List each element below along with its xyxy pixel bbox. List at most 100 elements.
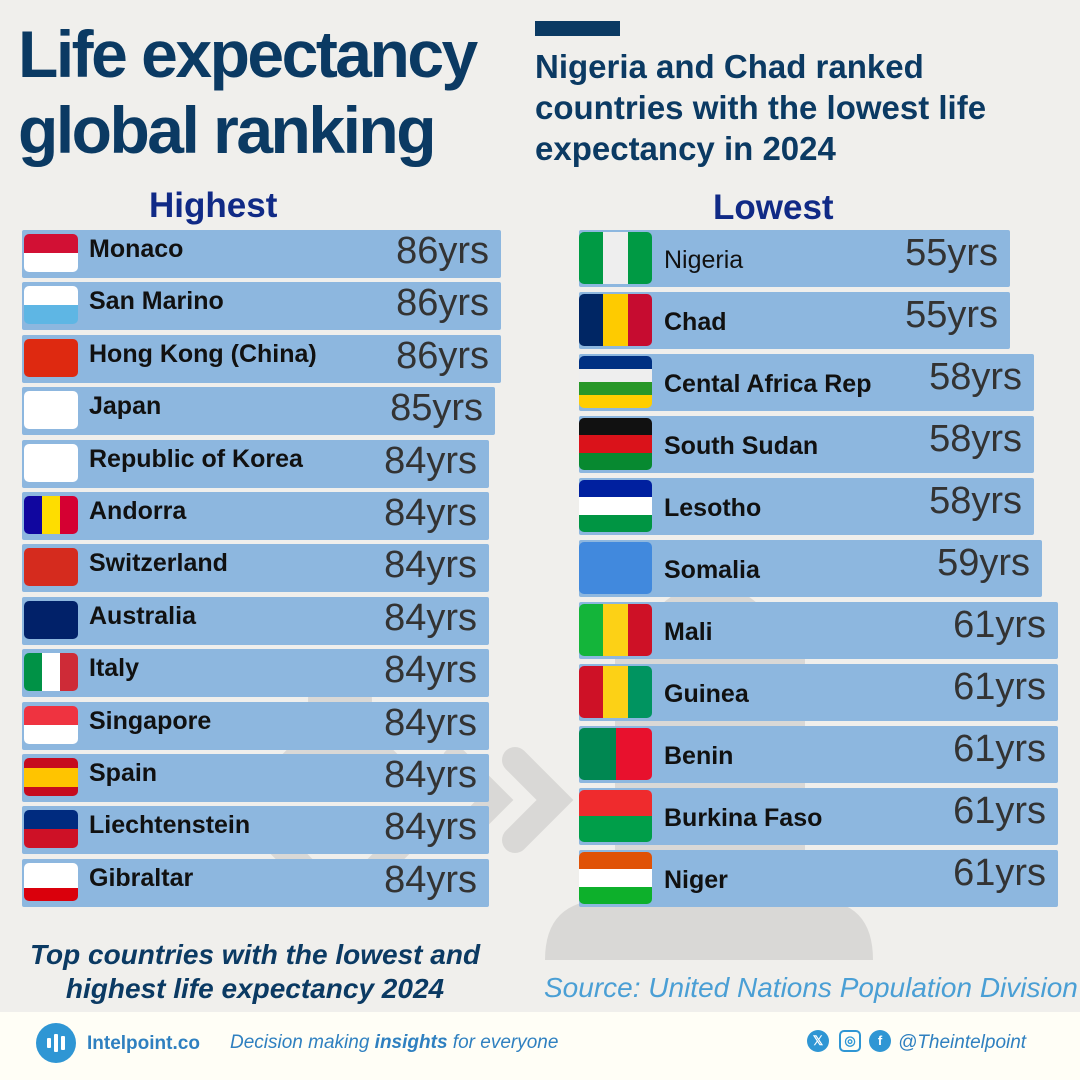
value-label: 58yrs [929, 480, 1022, 522]
accent-bar [535, 21, 620, 36]
flag-icon [579, 728, 652, 780]
value-label: 84yrs [384, 544, 477, 587]
bar [22, 754, 489, 802]
value-label: 61yrs [953, 666, 1046, 708]
instagram-icon[interactable]: ◎ [839, 1030, 861, 1052]
tagline-pre: Decision making [230, 1032, 375, 1053]
flag-icon [24, 338, 78, 377]
country-label: Chad [664, 308, 727, 336]
value-label: 85yrs [390, 387, 483, 430]
source: Source: United Nations Population Divisi… [544, 972, 1078, 1003]
bar [22, 439, 489, 488]
value-label: 86yrs [396, 334, 489, 377]
flag-icon [579, 480, 652, 532]
flag-icon [24, 705, 78, 744]
country-label: Spain [89, 759, 158, 787]
country-label: South Sudan [664, 432, 819, 460]
flag-icon [24, 443, 78, 482]
value-label: 86yrs [396, 282, 489, 325]
flag-icon [24, 286, 78, 325]
country-label: Republic of Korea [89, 444, 303, 473]
value-label: 84yrs [384, 649, 477, 692]
country-label: Australia [89, 601, 196, 630]
bar [22, 492, 489, 540]
flag-icon [24, 496, 78, 534]
bar [22, 596, 489, 645]
value-label: 61yrs [953, 604, 1046, 646]
bar [22, 230, 501, 278]
country-label: Hong Kong (China) [89, 339, 317, 368]
flag-icon [579, 790, 652, 842]
bar [579, 726, 1058, 783]
value-label: 84yrs [384, 701, 477, 744]
bar [579, 478, 1034, 535]
value-label: 84yrs [384, 806, 477, 849]
flag-icon [24, 548, 78, 587]
footnote: Top countries with the lowest and highes… [29, 939, 481, 1004]
flag-icon [579, 232, 652, 284]
value-label: 61yrs [953, 852, 1046, 894]
country-label: Nigeria [664, 246, 744, 274]
flag-icon [579, 418, 652, 470]
bar [579, 850, 1058, 907]
country-label: Somalia [664, 556, 760, 584]
facebook-icon[interactable]: f [869, 1030, 891, 1052]
value-label: 84yrs [384, 439, 477, 482]
bar [22, 806, 489, 855]
social-handle[interactable]: @Theintelpoint [898, 1032, 1027, 1053]
bar [22, 334, 501, 383]
country-label: Italy [89, 654, 140, 683]
country-label: Mali [664, 618, 713, 646]
flag-icon [24, 653, 78, 692]
country-label: Switzerland [89, 549, 228, 578]
flag-icon [579, 604, 652, 656]
value-label: 84yrs [384, 858, 477, 901]
bar [579, 788, 1058, 845]
tagline-post: for everyone [447, 1032, 559, 1053]
bar [22, 858, 489, 907]
value-label: 58yrs [929, 418, 1022, 460]
value-label: 84yrs [384, 596, 477, 639]
country-label: Niger [664, 866, 728, 894]
x-icon[interactable]: 𝕏 [807, 1030, 829, 1052]
flag-icon [579, 356, 652, 408]
flag-icon [24, 862, 78, 901]
flag-icon [579, 294, 652, 346]
country-label: Burkina Faso [664, 804, 823, 832]
tagline: Decision making insights for everyone [230, 1032, 558, 1054]
country-label: Gibraltar [89, 863, 194, 892]
country-label: Guinea [664, 680, 749, 708]
flag-icon [24, 758, 78, 796]
bar [579, 354, 1034, 411]
bar [22, 387, 495, 436]
bar [579, 602, 1058, 659]
country-label: Cental Africa Rep [664, 370, 872, 398]
bar [22, 649, 489, 698]
country-label: San Marino [89, 287, 224, 316]
country-label: Japan [89, 392, 162, 421]
value-label: 55yrs [905, 232, 998, 274]
value-label: 84yrs [384, 754, 477, 796]
value-label: 58yrs [929, 356, 1022, 398]
country-label: Monaco [89, 235, 184, 263]
country-label: Andorra [89, 497, 187, 525]
value-label: 84yrs [384, 492, 477, 534]
intelpoint-logo-icon [36, 1023, 76, 1063]
country-label: Singapore [89, 706, 212, 735]
flag-icon [579, 666, 652, 718]
bar [22, 282, 501, 331]
lowest-heading: Lowest [713, 188, 834, 227]
title-line-1: Life expectancy [18, 17, 478, 91]
bar [579, 416, 1034, 473]
value-label: 55yrs [905, 294, 998, 336]
subtitle: Nigeria and Chad ranked countries with t… [535, 48, 987, 167]
brand-link[interactable]: Intelpoint.co [87, 1033, 200, 1054]
bar [579, 540, 1042, 597]
value-label: 86yrs [396, 230, 489, 272]
flag-icon [24, 810, 78, 849]
page-title: Life expectancy global ranking [18, 16, 478, 168]
bar [22, 701, 489, 750]
title-line-2: global ranking [18, 93, 437, 167]
tagline-bold: insights [374, 1032, 448, 1053]
flag-icon [24, 391, 78, 430]
